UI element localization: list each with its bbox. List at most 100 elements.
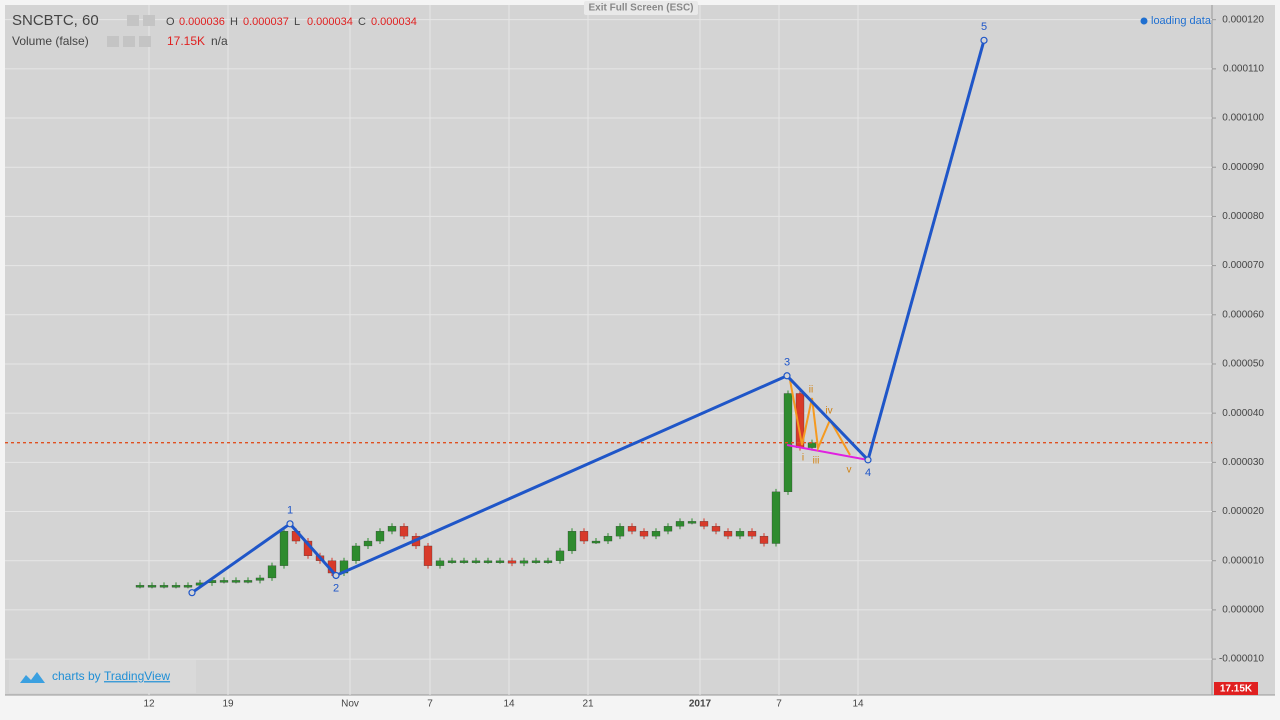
candle	[519, 560, 529, 564]
wave-point	[864, 456, 872, 464]
ohlc-value: 0.000034	[307, 16, 353, 28]
ohlc-value: 0.000036	[179, 16, 225, 28]
candle	[507, 560, 517, 564]
wave-label: 5	[981, 21, 987, 33]
candle	[663, 526, 673, 532]
candle	[771, 491, 781, 544]
volume-badge	[1214, 682, 1258, 695]
candle	[159, 585, 169, 588]
volume-label: Volume (false)	[12, 34, 89, 48]
price-axis	[1212, 5, 1275, 695]
candle	[363, 540, 373, 547]
ohlc-value: 0.000034	[371, 16, 417, 28]
subwave-label: i	[802, 453, 804, 464]
grid: 0.000120 0.000110 0.000100 0.000090 0.000080…	[5, 5, 1264, 710]
wave-line	[191, 39, 986, 594]
ohlc-key: L	[294, 16, 300, 28]
ohlc-value: 0.000037	[243, 16, 289, 28]
ohlc: O 0.000036 H 0.000037 L 0.000034 C 0.000034	[166, 16, 417, 28]
wave-label: 1	[287, 505, 293, 517]
candle	[759, 535, 769, 544]
ohlc-key: H	[230, 16, 238, 28]
y-tick-label: 0.000010	[1222, 555, 1264, 566]
y-tick-label: 0.000050	[1222, 359, 1264, 370]
candle	[807, 442, 817, 448]
x-tick-label: 14	[852, 699, 864, 710]
candle	[435, 560, 445, 566]
x-tick-label: 19	[222, 699, 234, 710]
x-tick-label: Nov	[341, 699, 359, 710]
candle	[711, 526, 721, 532]
candle	[591, 540, 601, 544]
candle	[687, 521, 697, 524]
wave-label: 4	[865, 467, 871, 479]
candle	[267, 565, 277, 579]
icon[interactable]	[143, 15, 155, 26]
candle	[399, 526, 409, 537]
wave-point	[188, 589, 196, 597]
subwave-label: ii	[809, 385, 813, 396]
x-tick-label: 7	[776, 699, 782, 710]
branding-logo	[20, 672, 45, 683]
candle	[495, 560, 505, 563]
wave-point	[332, 571, 340, 580]
candle	[555, 550, 565, 561]
wave-point	[783, 372, 791, 380]
y-tick-label: -0.000010	[1219, 654, 1264, 665]
wave-label: 2	[333, 582, 339, 594]
subwave-label: iii	[813, 456, 820, 467]
y-tick-label: 0.000080	[1222, 211, 1264, 222]
volume-value: 17.15K	[167, 34, 205, 48]
y-tick-label: 0.000000	[1222, 605, 1264, 616]
candle	[567, 531, 577, 552]
wave-point	[286, 520, 294, 528]
candle	[603, 535, 613, 542]
icon[interactable]	[107, 36, 119, 47]
y-tick-label: 0.000120	[1222, 14, 1264, 25]
candle	[447, 560, 457, 563]
branding-link[interactable]: TradingView	[104, 669, 170, 683]
wave-point	[980, 36, 988, 44]
y-tick-label: 0.000040	[1222, 408, 1264, 419]
ohlc-key: C	[358, 16, 366, 28]
wave-label: 3	[784, 357, 790, 369]
y-tick-label: 0.000060	[1222, 309, 1264, 320]
candle	[375, 531, 385, 542]
y-tick-label: 0.000110	[1223, 64, 1264, 75]
candle	[243, 580, 253, 583]
candle	[171, 585, 181, 588]
symbol: SNCBTC, 60	[12, 12, 99, 29]
y-tick-label: 0.000070	[1222, 260, 1264, 271]
exit-button[interactable]	[584, 1, 698, 15]
candle	[231, 580, 241, 583]
branding-prefix: charts by	[52, 669, 101, 683]
candle	[651, 531, 661, 537]
status-dot	[1140, 17, 1148, 25]
y-tick-label: 0.000100	[1222, 113, 1264, 124]
candle	[147, 585, 157, 588]
candle	[459, 560, 469, 563]
candle	[135, 585, 145, 588]
candle	[579, 531, 589, 542]
candle	[183, 585, 193, 588]
candle	[423, 545, 433, 566]
y-tick-label: 0.000020	[1222, 506, 1264, 517]
candle	[387, 526, 397, 532]
candle	[483, 560, 493, 563]
ohlc-key: O	[166, 16, 175, 28]
candle	[279, 531, 289, 566]
x-tick-label: 2017	[689, 699, 712, 710]
candle	[627, 526, 637, 532]
candle	[255, 577, 265, 581]
exit-label[interactable]: Exit Full Screen (ESC)	[588, 3, 693, 14]
icon[interactable]	[123, 36, 135, 47]
candle	[747, 531, 757, 537]
status: loading data	[1151, 15, 1212, 27]
y-tick-label: 0.000030	[1222, 457, 1264, 468]
icon[interactable]	[139, 36, 151, 47]
icon[interactable]	[127, 15, 139, 26]
candle	[735, 531, 745, 537]
x-tick-label: 7	[427, 699, 433, 710]
